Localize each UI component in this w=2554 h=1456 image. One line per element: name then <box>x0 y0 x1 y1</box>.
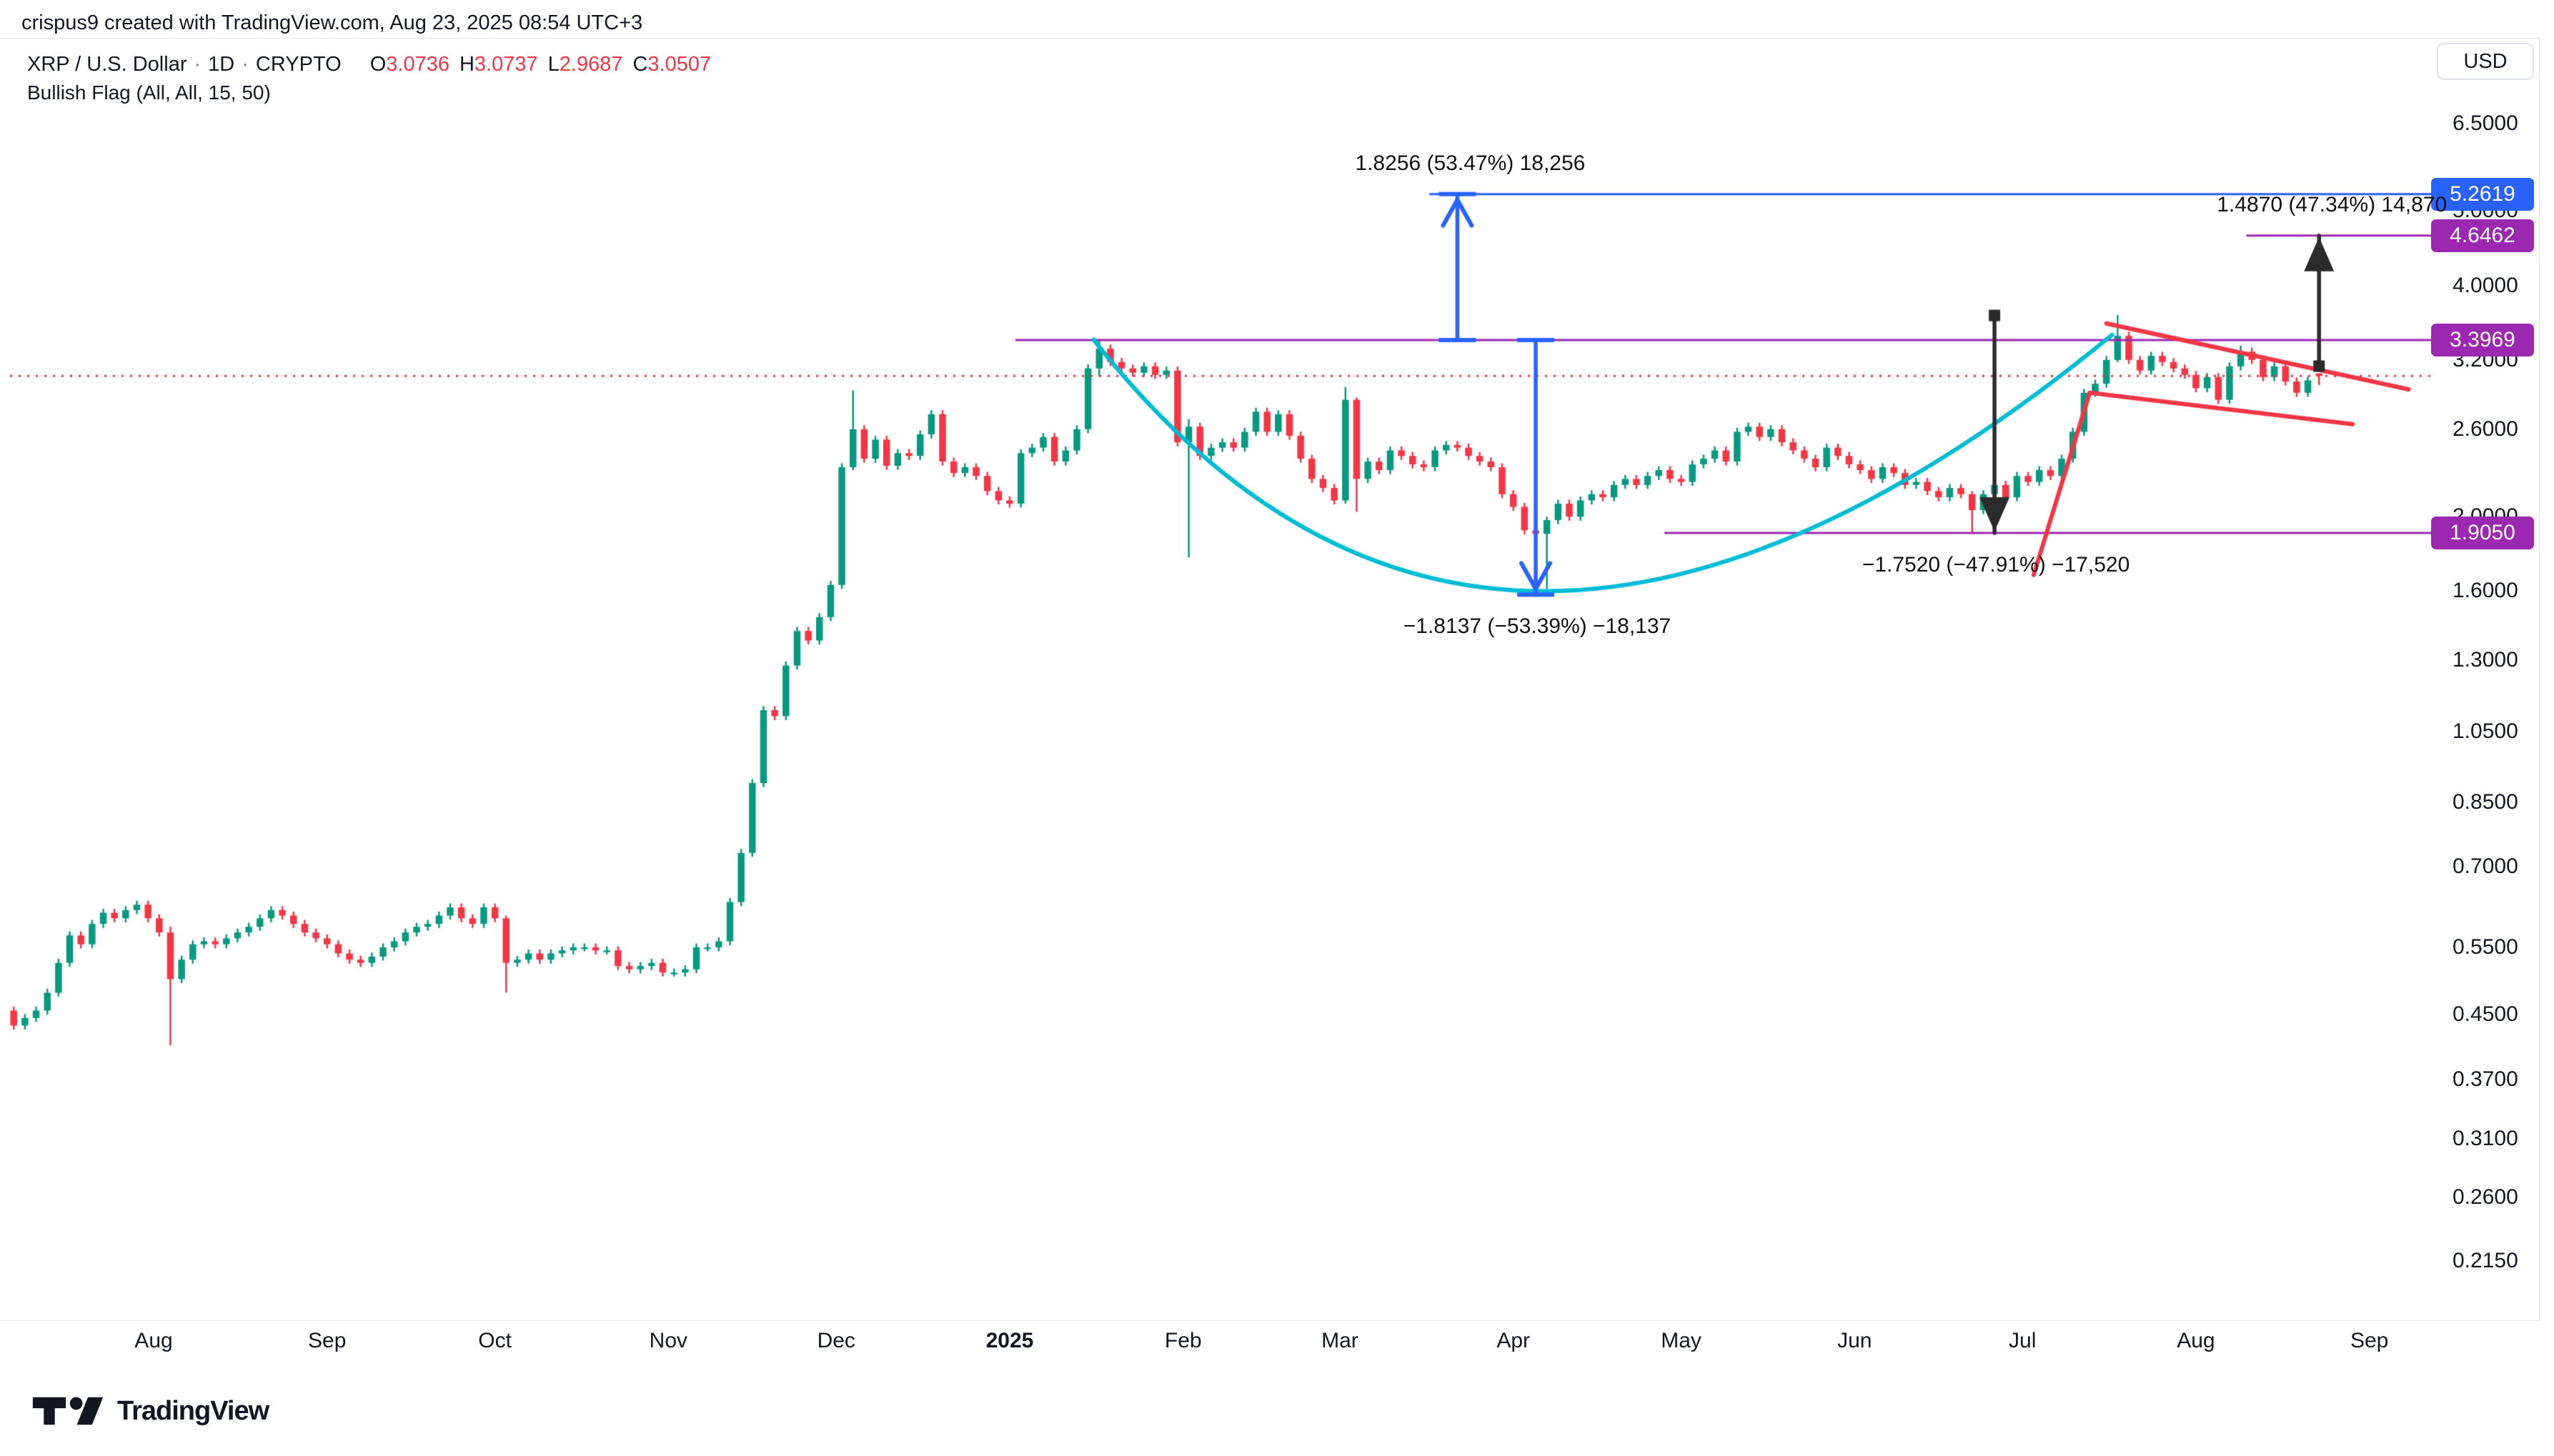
ohlc-value: 3.0736 <box>386 53 449 76</box>
tradingview-mark-icon <box>32 1397 104 1425</box>
y-axis-tick: 0.7000 <box>2453 854 2518 879</box>
exchange-label: CRYPTO <box>255 53 342 76</box>
price-badge: 4.6462 <box>2431 219 2534 252</box>
measured-move-label-cup-target-up[interactable]: 1.8256 (53.47%) 18,256 <box>1355 151 1586 175</box>
y-axis-tick: 6.5000 <box>2453 111 2518 135</box>
ohlc-value: 2.9687 <box>559 53 623 76</box>
x-axis-label: Nov <box>649 1329 688 1352</box>
x-axis-label: Mar <box>1321 1329 1358 1352</box>
y-axis-tick: 0.2150 <box>2453 1248 2518 1272</box>
price-badge: 3.3969 <box>2431 323 2534 356</box>
ohlc-key: O <box>369 53 387 76</box>
x-axis-label: 2025 <box>985 1329 1034 1352</box>
tradingview-wordmark: TradingView <box>117 1395 269 1426</box>
x-axis-label: May <box>1661 1329 1701 1352</box>
y-axis-tick: 0.2600 <box>2453 1185 2518 1209</box>
ohlc-value: 3.0507 <box>647 53 712 76</box>
y-axis-tick: 0.5500 <box>2453 934 2518 959</box>
indicator-row[interactable]: Bullish Flag (All, All, 15, 50) <box>27 79 711 107</box>
ohlc-key: H <box>459 53 474 76</box>
x-axis-label: Aug <box>2177 1329 2215 1352</box>
ohlc-value: 3.0737 <box>474 53 538 76</box>
y-axis-tick: 0.3100 <box>2453 1126 2518 1150</box>
x-axis-label: Feb <box>1164 1329 1202 1352</box>
y-axis-tick: 4.0000 <box>2453 273 2518 297</box>
ohlc-key: C <box>632 53 648 76</box>
y-axis-tick: 0.8500 <box>2453 789 2518 814</box>
x-axis-label: Aug <box>134 1329 173 1352</box>
x-axis-label: Jun <box>1837 1329 1872 1352</box>
ohlc-readout: O3.0736 H3.0737 L2.9687 C3.0507 <box>360 53 711 76</box>
measured-move-label-pole-depth-down[interactable]: −1.7520 (−47.91%) −17,520 <box>1862 552 2130 577</box>
tradingview-logo[interactable]: TradingView <box>30 1392 269 1430</box>
x-axis-label: Apr <box>1496 1329 1531 1352</box>
y-axis-tick: 1.3000 <box>2453 648 2518 672</box>
x-axis-label: Dec <box>817 1329 855 1352</box>
currency-toggle-button[interactable]: USD <box>2437 43 2534 80</box>
measured-move-label-flag-target-up[interactable]: 1.4870 (47.34%) 14,870 <box>2217 192 2448 216</box>
chart-legend: XRP / U.S. Dollar · 1D · CRYPTO O3.0736 H3.073… <box>27 50 711 107</box>
y-axis-tick: 0.4500 <box>2453 1002 2518 1026</box>
price-badge: 1.9050 <box>2431 516 2534 549</box>
measured-move-label-cup-depth-down[interactable]: −1.8137 (−53.39%) −18,137 <box>1403 614 1671 639</box>
x-axis-label: Sep <box>308 1329 347 1352</box>
ohlc-key: L <box>547 53 560 76</box>
y-axis-tick: 2.6000 <box>2453 417 2518 441</box>
symbol-title[interactable]: XRP / U.S. Dollar <box>27 53 187 76</box>
x-axis-label: Jul <box>2009 1329 2037 1352</box>
indicator-label[interactable]: Bullish Flag (All, All, 15, 50) <box>27 81 271 104</box>
y-axis-tick: 1.0500 <box>2453 719 2518 744</box>
interval-label[interactable]: 1D <box>208 53 235 76</box>
x-axis-label: Oct <box>478 1329 512 1352</box>
legend-separator: · <box>242 53 249 76</box>
price-badge: 5.2619 <box>2431 177 2534 211</box>
legend-symbol-row[interactable]: XRP / U.S. Dollar · 1D · CRYPTO O3.0736 H3.073… <box>27 50 711 79</box>
legend-separator: · <box>194 53 202 76</box>
y-axis-tick: 0.3700 <box>2453 1067 2518 1092</box>
y-axis-tick: 1.6000 <box>2453 579 2518 603</box>
x-axis-label: Sep <box>2350 1329 2389 1352</box>
